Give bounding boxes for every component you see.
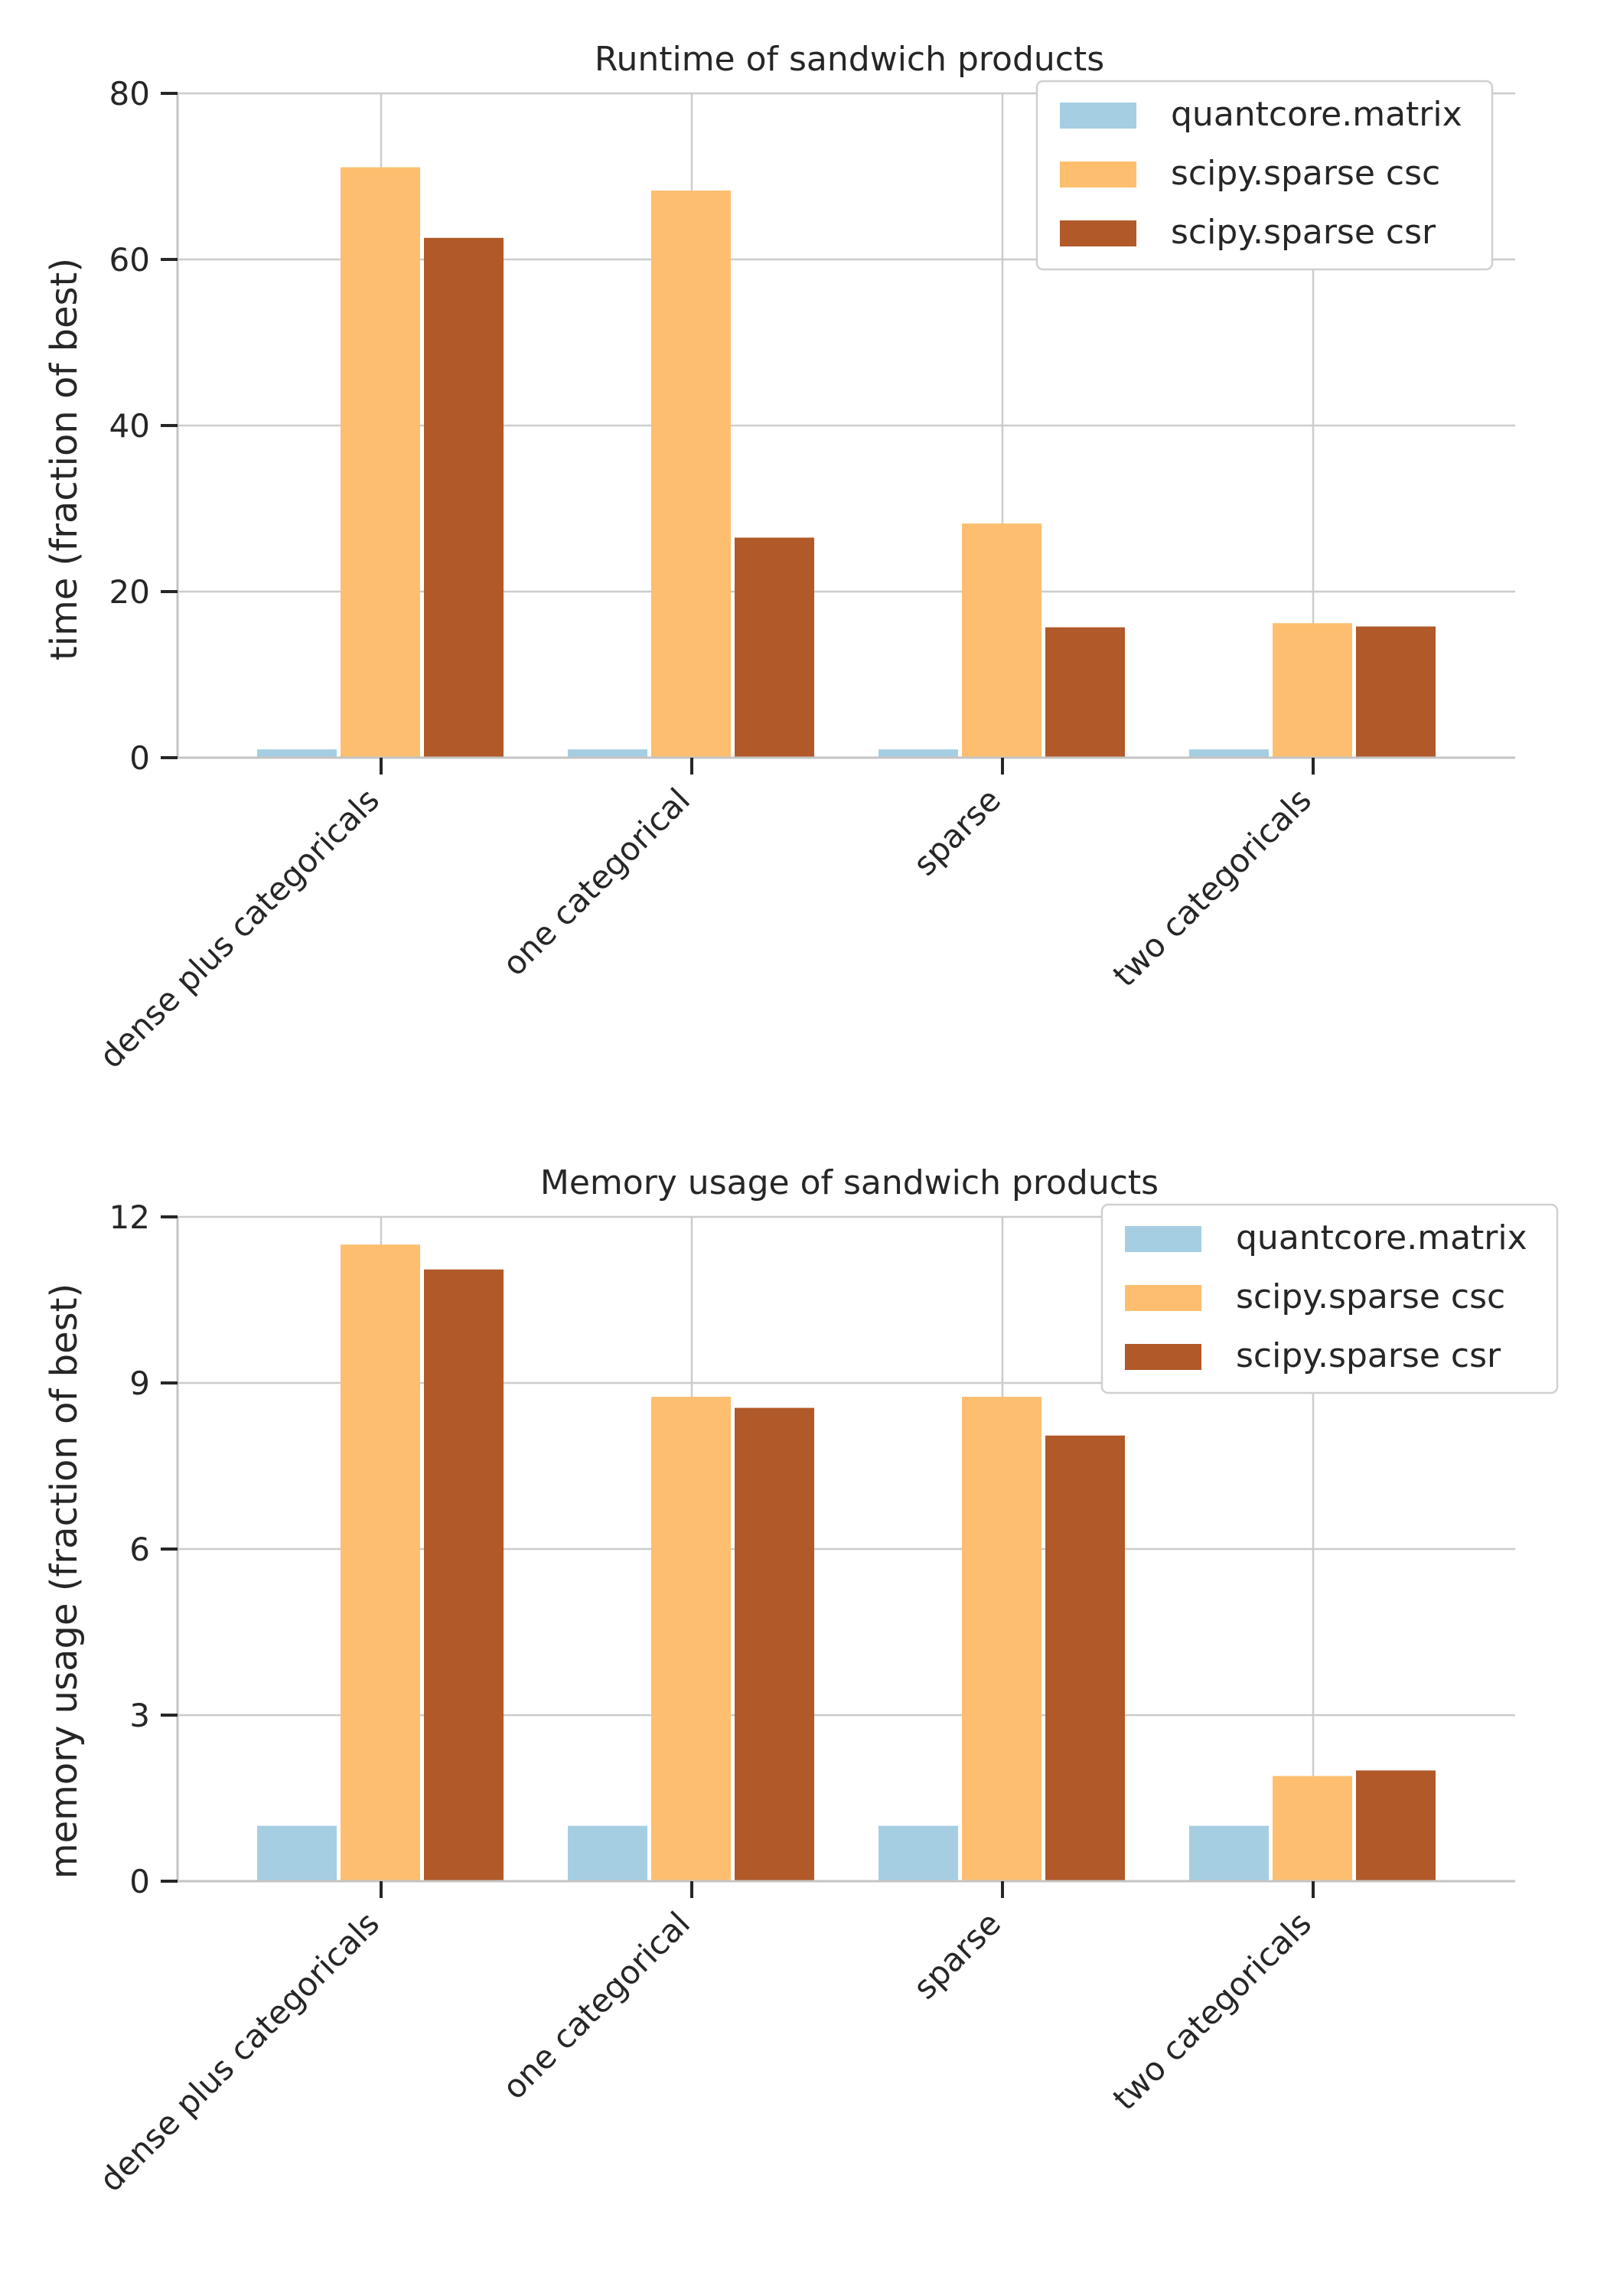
bar-scipy-sparse-csr-0 bbox=[424, 1269, 504, 1881]
bar-quantcore-matrix-2 bbox=[878, 1825, 958, 1881]
legend-frame bbox=[1100, 1203, 1559, 1394]
bar-scipy-sparse-csr-2 bbox=[1045, 627, 1125, 758]
bar-scipy-sparse-csr-2 bbox=[1045, 1435, 1125, 1881]
legend-label: scipy.sparse csc bbox=[1171, 154, 1440, 193]
bar-scipy-sparse-csc-3 bbox=[1273, 623, 1352, 758]
y-tick-label: 3 bbox=[129, 1697, 150, 1734]
bar-scipy-sparse-csr-3 bbox=[1356, 1770, 1436, 1881]
memory-chart-ylabel: memory usage (fraction of best) bbox=[43, 1283, 86, 1879]
y-tick-label: 9 bbox=[129, 1365, 150, 1402]
bar-quantcore-matrix-1 bbox=[568, 1825, 647, 1881]
bar-quantcore-matrix-2 bbox=[878, 749, 958, 758]
y-tick-label: 0 bbox=[129, 1863, 150, 1900]
runtime-chart-title: Runtime of sandwich products bbox=[595, 40, 1104, 79]
y-tick-label: 6 bbox=[129, 1531, 150, 1568]
legend-swatch bbox=[1125, 1226, 1201, 1252]
bar-quantcore-matrix-1 bbox=[568, 749, 647, 758]
bar-scipy-sparse-csc-0 bbox=[341, 1244, 420, 1881]
y-tick-label: 80 bbox=[109, 75, 150, 113]
legend-swatch bbox=[1125, 1344, 1201, 1370]
bar-scipy-sparse-csr-0 bbox=[424, 237, 504, 758]
memory-legend: quantcore.matrix scipy.sparse csc scipy.sp… bbox=[1100, 1203, 1559, 1394]
memory-bars bbox=[257, 1244, 1436, 1881]
legend-swatch bbox=[1125, 1285, 1201, 1311]
legend-label: scipy.sparse csr bbox=[1171, 213, 1436, 252]
memory-chart-title: Memory usage of sandwich products bbox=[540, 1163, 1159, 1202]
bar-scipy-sparse-csr-3 bbox=[1356, 626, 1436, 758]
legend-swatch bbox=[1060, 103, 1136, 129]
bar-scipy-sparse-csc-0 bbox=[341, 167, 420, 758]
y-tick-label: 0 bbox=[129, 739, 150, 777]
runtime-legend: quantcore.matrix scipy.sparse csc scipy.sp… bbox=[1035, 80, 1494, 271]
bar-quantcore-matrix-3 bbox=[1189, 749, 1269, 758]
legend-swatch bbox=[1060, 161, 1136, 188]
runtime-chart-ylabel: time (fraction of best) bbox=[43, 258, 86, 660]
bar-quantcore-matrix-0 bbox=[257, 749, 337, 758]
legend-label: scipy.sparse csr bbox=[1236, 1336, 1501, 1375]
bar-scipy-sparse-csc-1 bbox=[651, 190, 731, 758]
legend-label: quantcore.matrix bbox=[1171, 95, 1462, 134]
y-tick-label: 12 bbox=[109, 1199, 150, 1236]
bar-scipy-sparse-csr-1 bbox=[735, 1407, 814, 1881]
legend-label: quantcore.matrix bbox=[1236, 1218, 1527, 1257]
y-tick-label: 60 bbox=[109, 241, 150, 279]
legend-label: scipy.sparse csc bbox=[1236, 1277, 1505, 1316]
bar-quantcore-matrix-0 bbox=[257, 1825, 337, 1881]
legend-swatch bbox=[1060, 220, 1136, 246]
bar-scipy-sparse-csc-1 bbox=[651, 1397, 731, 1881]
y-tick-label: 40 bbox=[109, 407, 150, 445]
bar-quantcore-matrix-3 bbox=[1189, 1825, 1269, 1881]
runtime-bars bbox=[257, 167, 1436, 758]
bar-scipy-sparse-csc-3 bbox=[1273, 1776, 1352, 1881]
bar-scipy-sparse-csr-1 bbox=[735, 537, 814, 758]
legend-frame bbox=[1035, 80, 1494, 271]
bar-scipy-sparse-csc-2 bbox=[962, 1397, 1041, 1881]
y-tick-label: 20 bbox=[109, 573, 150, 611]
bar-scipy-sparse-csc-2 bbox=[962, 523, 1041, 758]
